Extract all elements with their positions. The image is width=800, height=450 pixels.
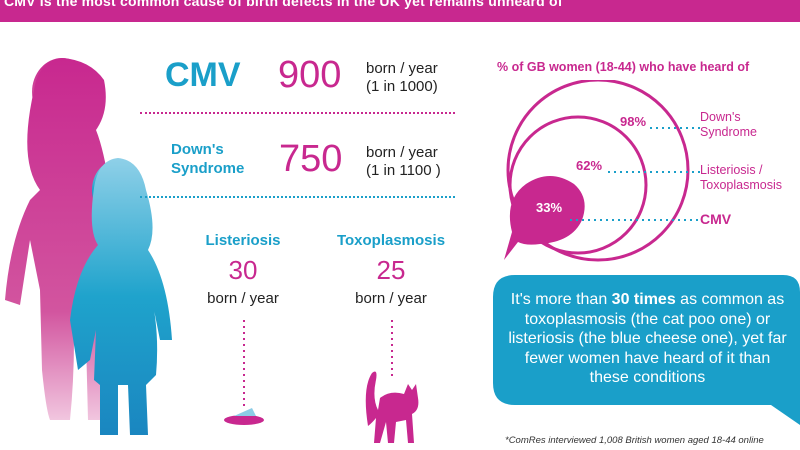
divider-magenta (140, 112, 455, 114)
circle-cmv-speech-bubble (504, 176, 585, 260)
legend-downs-line1: Down's (700, 110, 741, 124)
callout-bubble (493, 275, 800, 425)
toxoplasmosis-stat: Toxoplasmosis 25 born / year (326, 232, 456, 307)
downs-label-line2: Syndrome (171, 160, 245, 177)
legend-downs-syndrome: Down's Syndrome (700, 110, 757, 140)
header-banner: CMV is the most common cause of birth de… (0, 0, 800, 22)
listeriosis-label: Listeriosis (205, 232, 281, 249)
downs-syndrome-label: Down's Syndrome (171, 140, 244, 178)
footnote: *ComRes interviewed 1,008 British women … (505, 435, 764, 446)
cmv-ratio: (1 in 1000) (366, 78, 438, 95)
awareness-chart-title: % of GB women (18-44) who have heard of (497, 60, 750, 74)
girls-silhouette-illustration (5, 58, 172, 435)
cmv-unit: born / year (1 in 1000) (366, 60, 438, 96)
downs-unit-text: born / year (366, 144, 438, 161)
percent-listeriosis-toxoplasmosis: 62% (576, 158, 602, 173)
header-text: CMV is the most common cause of birth de… (4, 0, 563, 9)
legend-listeriosis-line2: Toxoplasmosis (700, 178, 782, 192)
callout-text-part2: as common as toxoplasmosis (the cat poo … (508, 291, 787, 386)
awareness-circles-chart: 98% 62% 33% (504, 80, 702, 262)
toxoplasmosis-label: Toxoplasmosis (336, 232, 446, 249)
legend-listeriosis-line1: Listeriosis / (700, 163, 763, 177)
divider-blue (140, 196, 455, 198)
downs-unit: born / year (1 in 1100 ) (366, 144, 441, 180)
circle-listeriosis-toxoplasmosis (508, 115, 648, 255)
cheese-plate-illustration (224, 320, 264, 425)
circle-downs-syndrome (506, 80, 690, 262)
percent-downs: 98% (620, 114, 646, 129)
downs-births-number: 750 (279, 138, 343, 180)
cmv-label: CMV (165, 56, 241, 94)
blue-cheese-icon (234, 408, 256, 416)
percent-cmv: 33% (536, 200, 562, 215)
legend-listeriosis-toxoplasmosis: Listeriosis / Toxoplasmosis (700, 163, 782, 193)
cat-illustration (365, 320, 419, 443)
callout-text: It's more than 30 times as common as tox… (505, 290, 790, 388)
listeriosis-stat: Listeriosis 30 born / year (178, 232, 308, 307)
toxoplasmosis-births-number: 25 (376, 255, 406, 285)
legend-downs-line2: Syndrome (700, 125, 757, 139)
plate-icon (224, 415, 264, 425)
cat-icon (365, 371, 419, 443)
legend-cmv: CMV (700, 211, 732, 227)
toxoplasmosis-unit: born / year (355, 290, 427, 307)
downs-label-line1: Down's (171, 141, 224, 158)
cmv-births-number: 900 (278, 54, 342, 96)
younger-girl-silhouette (70, 158, 172, 435)
cmv-unit-text: born / year (366, 60, 438, 77)
listeriosis-unit: born / year (207, 290, 279, 307)
listeriosis-births-number: 30 (228, 255, 258, 285)
callout-text-bold: 30 times (611, 291, 676, 308)
downs-ratio: (1 in 1100 ) (366, 162, 441, 179)
callout-text-part1: It's more than (510, 291, 612, 308)
